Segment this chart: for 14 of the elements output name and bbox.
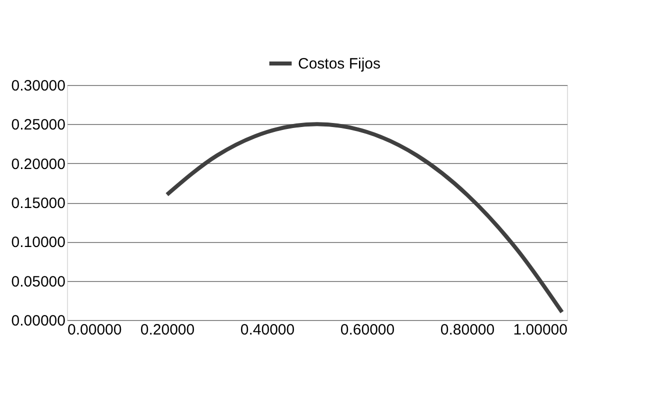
legend-label: Costos Fijos (298, 56, 381, 72)
x-tick-label: 0.20000 (140, 322, 195, 338)
y-tick-label: 0.10000 (11, 234, 66, 252)
x-tick-label: 0.80000 (440, 322, 495, 338)
y-tick-label: 0.25000 (11, 116, 66, 134)
y-tick-label: 0.05000 (11, 273, 66, 290)
x-tick-label: 0.00000 (68, 322, 122, 338)
x-tick-label: 0.60000 (340, 322, 395, 338)
x-tick-label: 0.40000 (240, 322, 295, 338)
line-series (165, 122, 564, 314)
y-tick-label: 0.30000 (11, 78, 66, 94)
x-tick-label: 1.00000 (513, 322, 568, 338)
y-tick-label: 0.15000 (11, 195, 66, 212)
y-tick-label: 0.20000 (11, 156, 66, 173)
